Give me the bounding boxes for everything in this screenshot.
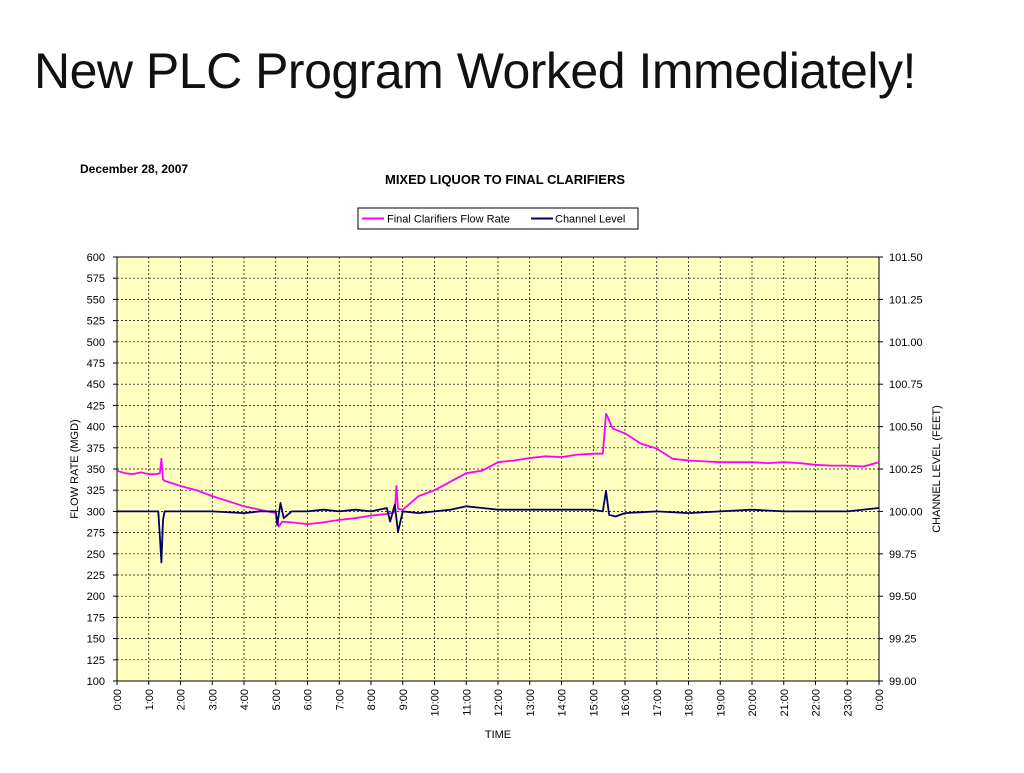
x-tick-label: 15:00 (588, 689, 600, 717)
right-tick-label: 99.25 (889, 634, 917, 646)
left-tick-label: 150 (87, 634, 105, 646)
left-tick-label: 375 (87, 443, 105, 455)
x-tick-label: 14:00 (557, 689, 569, 717)
x-tick-label: 8:00 (366, 689, 378, 710)
left-tick-label: 200 (87, 591, 105, 603)
left-tick-label: 425 (87, 400, 105, 412)
left-tick-label: 550 (87, 294, 105, 306)
x-tick-label: 12:00 (493, 689, 505, 717)
right-tick-label: 99.75 (889, 549, 917, 561)
left-tick-label: 350 (87, 464, 105, 476)
x-tick-label: 5:00 (271, 689, 283, 710)
left-tick-label: 300 (87, 506, 105, 518)
x-tick-label: 3:00 (207, 689, 219, 710)
x-tick-label: 4:00 (239, 689, 251, 710)
y-axis-label-left: FLOW RATE (MGD) (69, 419, 81, 518)
left-tick-label: 400 (87, 422, 105, 434)
series-line-channel-level (117, 490, 880, 564)
left-tick-label: 600 (87, 252, 105, 264)
legend-box (357, 207, 639, 230)
right-axis: 99.00 99.25 99.50 99.75 100.00 100.25 100.50 10… (879, 252, 923, 688)
chart-title: MIXED LIQUOR TO FINAL CLARIFIERS (385, 172, 625, 187)
right-tick-label: 100.00 (889, 506, 923, 518)
right-tick-label: 101.50 (889, 252, 923, 264)
left-tick-label: 250 (87, 549, 105, 561)
x-tick-label: 7:00 (334, 689, 346, 710)
x-tick-label: 13:00 (525, 689, 537, 717)
left-tick-label: 100 (87, 676, 105, 688)
right-tick-label: 101.00 (889, 337, 923, 349)
x-tick-label: 1:00 (144, 689, 156, 710)
x-tick-label: 20:00 (747, 689, 759, 717)
right-tick-label: 100.75 (889, 379, 923, 391)
legend-label-channel-level: Channel Level (555, 214, 625, 226)
x-tick-label: 16:00 (620, 689, 632, 717)
right-tick-label: 100.50 (889, 422, 923, 434)
grid-lines (117, 257, 879, 681)
x-tick-label: 9:00 (398, 689, 410, 710)
right-tick-label: 99.00 (889, 676, 917, 688)
chart-date-label: December 28, 2007 (80, 162, 188, 176)
x-tick-label: 2:00 (176, 689, 188, 710)
left-tick-label: 475 (87, 358, 105, 370)
x-tick-label: 22:00 (811, 689, 823, 717)
left-tick-label: 575 (87, 273, 105, 285)
x-tick-label: 19:00 (715, 689, 727, 717)
x-tick-label: 11:00 (461, 689, 473, 716)
x-tick-label: 10:00 (430, 689, 442, 717)
series-layer (116, 412, 880, 564)
x-tick-label: 0:00 (112, 689, 124, 710)
left-axis: 100 125 150 175 200 225 250 275 300 325 350 375 400 4… (87, 252, 117, 688)
left-tick-label: 125 (87, 655, 105, 667)
left-tick-label: 275 (87, 528, 105, 540)
left-tick-label: 500 (87, 337, 105, 349)
left-tick-label: 450 (87, 379, 105, 391)
right-tick-label: 100.25 (889, 464, 923, 476)
chart-legend: Final Clarifiers Flow Rate Channel Level (357, 207, 639, 230)
x-tick-label: 6:00 (303, 689, 315, 710)
right-tick-label: 101.25 (889, 294, 923, 306)
x-axis: 0:00 1:00 2:00 3:00 4:00 5:00 6:00 7:00 8:00 9:00… (112, 681, 886, 717)
right-tick-label: 99.50 (889, 591, 917, 603)
x-tick-label: 21:00 (779, 689, 791, 717)
slide-title: New PLC Program Worked Immediately! (34, 43, 916, 99)
series-line-flow-rate (116, 412, 880, 528)
left-tick-label: 175 (87, 612, 105, 624)
x-tick-label: 17:00 (652, 689, 664, 717)
x-tick-label: 23:00 (842, 689, 854, 717)
y-axis-label-right: CHANNEL LEVEL (FEET) (931, 405, 943, 533)
left-tick-label: 325 (87, 485, 105, 497)
left-tick-label: 225 (87, 570, 105, 582)
legend-label-flow-rate: Final Clarifiers Flow Rate (387, 214, 510, 226)
x-tick-label: 18:00 (684, 689, 696, 717)
x-tick-label: 0:00 (874, 689, 886, 710)
left-tick-label: 525 (87, 316, 105, 328)
x-axis-label: TIME (485, 729, 511, 741)
